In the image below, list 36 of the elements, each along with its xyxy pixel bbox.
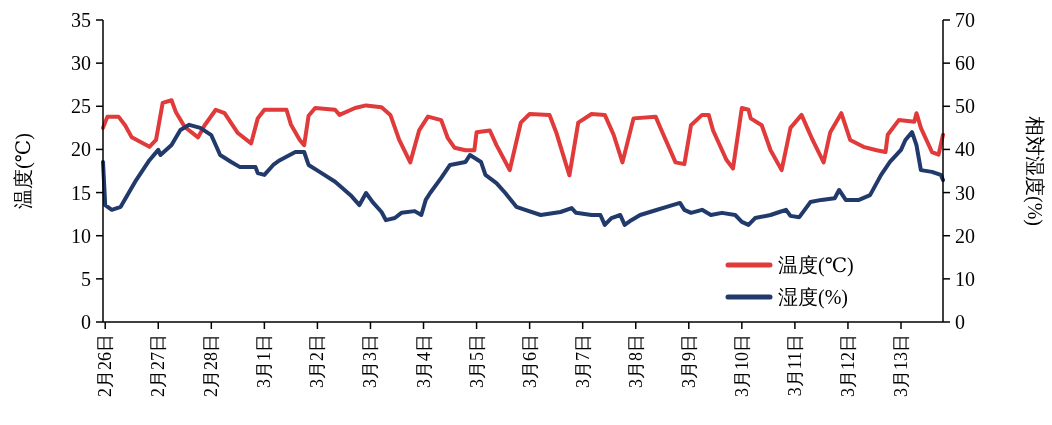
y2-axis-title: 相対湿度(%) [1023, 116, 1046, 226]
y-tick-label: 35 [71, 9, 91, 31]
legend-label: 温度(℃) [778, 254, 854, 277]
x-tick-label: 3月6日 [519, 334, 540, 388]
y-tick-label: 20 [71, 138, 91, 161]
x-tick-label: 3月10日 [731, 334, 752, 397]
x-tick-label: 3月12日 [837, 334, 858, 397]
x-tick-label: 3月1日 [254, 334, 275, 388]
x-tick-label: 3月3日 [360, 334, 381, 388]
y2-tick-label: 0 [955, 311, 965, 333]
y2-tick-label: 20 [955, 224, 975, 247]
x-tick-label: 2月26日 [95, 334, 116, 397]
y-tick-label: 15 [71, 181, 91, 204]
y-axis-title: 温度(℃) [12, 133, 35, 209]
x-tick-label: 3月8日 [625, 334, 646, 388]
y2-tick-label: 30 [955, 181, 975, 204]
y-tick-label: 10 [71, 224, 91, 247]
x-tick-label: 3月11日 [784, 334, 805, 397]
x-tick-label: 2月28日 [201, 334, 222, 397]
x-tick-label: 3月5日 [466, 334, 487, 388]
y-tick-label: 25 [71, 95, 91, 118]
y2-tick-label: 70 [955, 9, 975, 31]
y-tick-label: 30 [71, 52, 91, 75]
legend-label: 湿度(%) [778, 286, 848, 309]
y2-tick-label: 40 [955, 138, 975, 161]
y2-tick-label: 50 [955, 95, 975, 118]
x-tick-label: 3月2日 [307, 334, 328, 388]
x-tick-label: 3月9日 [678, 334, 699, 388]
y2-tick-label: 60 [955, 52, 975, 75]
y-tick-label: 0 [81, 311, 91, 333]
x-tick-label: 3月4日 [413, 334, 434, 388]
x-tick-label: 3月7日 [572, 334, 593, 388]
x-tick-label: 2月27日 [148, 334, 169, 397]
y-tick-label: 5 [81, 267, 91, 290]
x-tick-label: 3月13日 [891, 334, 911, 397]
y2-tick-label: 10 [955, 267, 975, 290]
